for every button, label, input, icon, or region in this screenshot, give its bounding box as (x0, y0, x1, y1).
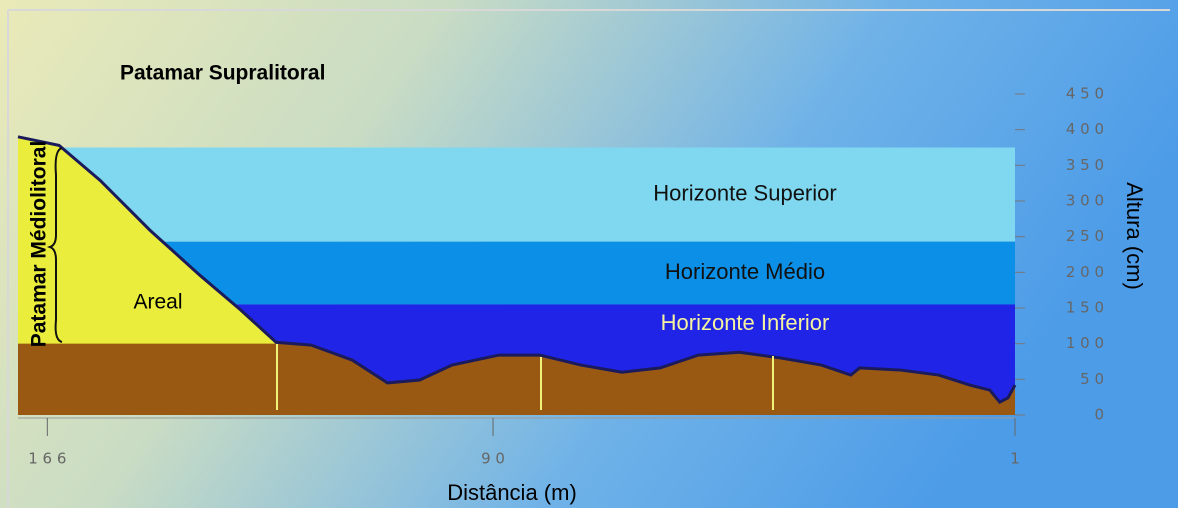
y-tick-label: 3 0 0 (1066, 192, 1104, 210)
y-axis-title: Altura (cm) (1122, 182, 1147, 290)
chart: Horizonte Superior Horizonte Médio Horizon… (0, 0, 1178, 508)
band-label: Horizonte Inferior (661, 310, 830, 335)
y-tick-label: 1 5 0 (1066, 299, 1104, 317)
y-tick-label: 0 (1094, 406, 1104, 424)
y-tick-label: 4 5 0 (1066, 85, 1104, 103)
y-tick-label: 3 5 0 (1066, 156, 1104, 174)
land-label: Areal (133, 291, 182, 314)
y-tick-label: 2 5 0 (1066, 227, 1104, 245)
y-tick-label: 5 0 (1080, 370, 1104, 388)
side-label: Patamar Médiolitoral (28, 141, 51, 348)
axis-ruler (18, 418, 1015, 432)
y-tick-label: 1 0 0 (1066, 334, 1104, 352)
plot: Horizonte Superior Horizonte Médio Horizon… (18, 137, 1015, 415)
chart-title: Patamar Supralitoral (120, 62, 325, 85)
x-tick-label: 1 6 6 (28, 450, 66, 468)
x-tick-label: 1 (1010, 450, 1020, 468)
x-axis-title: Distância (m) (447, 480, 577, 505)
y-tick-label: 4 0 0 (1066, 120, 1104, 138)
y-tick-label: 2 0 0 (1066, 263, 1104, 281)
band-label: Horizonte Superior (653, 180, 836, 205)
x-tick-label: 9 0 (481, 450, 505, 468)
band (18, 148, 1015, 242)
band-label: Horizonte Médio (665, 259, 825, 284)
